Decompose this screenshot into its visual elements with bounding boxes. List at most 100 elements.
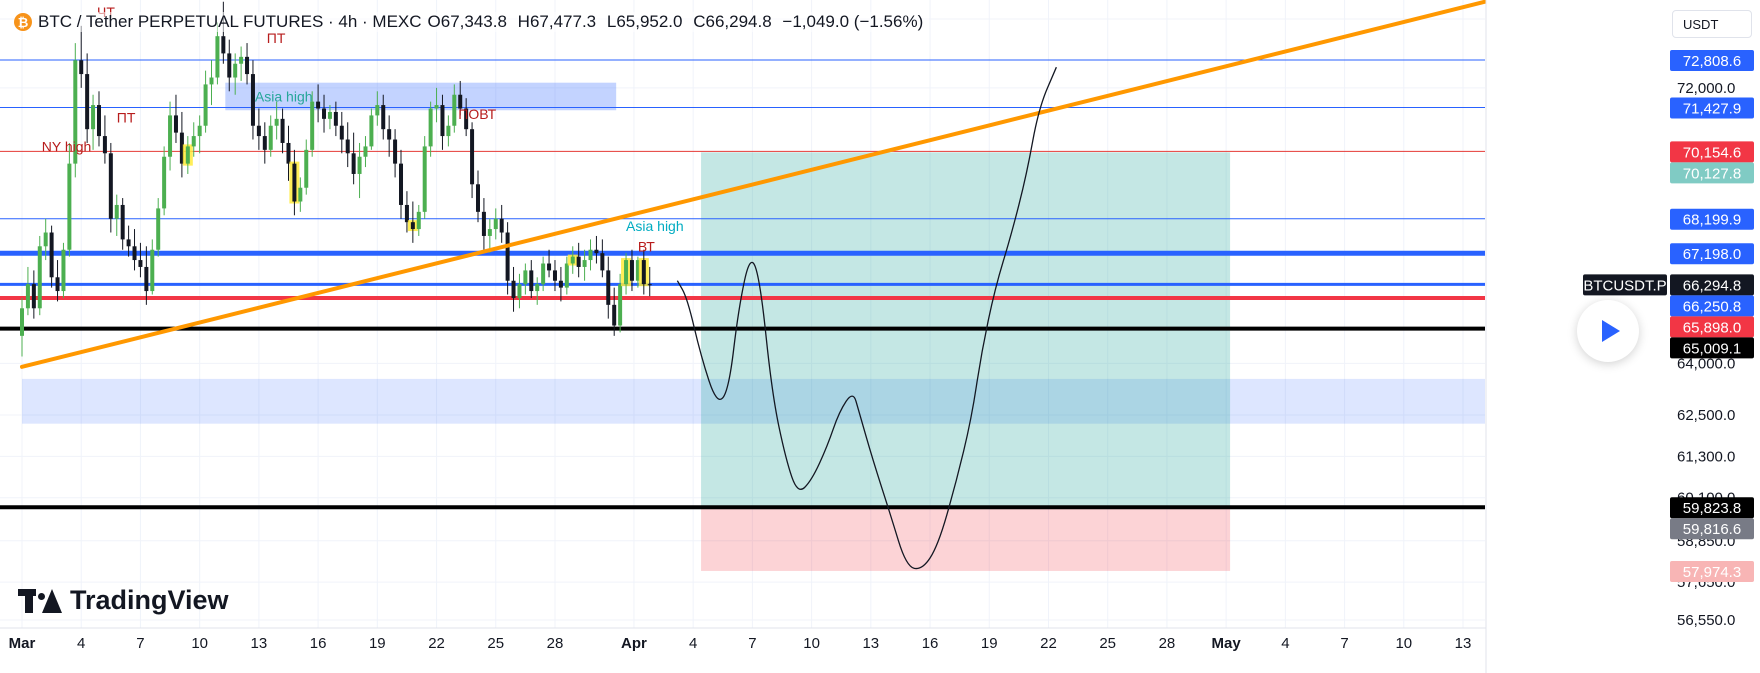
candle-body	[499, 218, 504, 233]
candle	[351, 132, 356, 185]
symbol-title[interactable]: BTC / Tether PERPETUAL FUTURES · 4h · ME…	[38, 12, 422, 31]
candle	[481, 198, 486, 250]
candle-body	[535, 284, 540, 292]
candle-body	[635, 260, 640, 281]
price-tag-box	[1670, 208, 1754, 230]
candle-body	[393, 139, 398, 164]
time-tick-label: 13	[1455, 635, 1472, 652]
candle-body	[256, 125, 261, 137]
time-tick-label: 7	[1340, 635, 1348, 652]
price-tick-label: 64,000.0	[1677, 355, 1735, 372]
candle-body	[179, 132, 184, 164]
candle-body	[126, 239, 131, 247]
candle-body	[475, 184, 480, 212]
candle-body	[316, 101, 321, 109]
candle	[245, 43, 250, 85]
candle	[517, 273, 522, 309]
price-projection[interactable]	[676, 66, 1057, 570]
candle-body	[20, 308, 24, 336]
candle	[621, 253, 632, 295]
price-tag: 67,198.0	[1670, 243, 1754, 265]
time-tick-label: 19	[369, 635, 386, 652]
candle	[173, 94, 178, 143]
candle	[162, 146, 167, 216]
candles	[20, 1, 652, 357]
time-tick-label: 16	[922, 635, 939, 652]
price-tag-box	[1670, 50, 1754, 71]
price-tag-box	[1670, 337, 1754, 359]
candle	[387, 115, 392, 157]
candle-body	[440, 105, 445, 137]
candle	[61, 242, 66, 298]
candle-body	[606, 270, 611, 305]
candle-body	[203, 84, 208, 126]
candle	[375, 91, 380, 126]
candle	[289, 149, 300, 216]
candle	[298, 177, 303, 212]
long-position-tool[interactable]	[701, 152, 1231, 571]
candle-body	[387, 129, 392, 140]
candle	[250, 60, 255, 140]
candle-body	[547, 263, 552, 271]
candle	[120, 198, 125, 250]
demand-zone	[22, 378, 1485, 424]
candle-body	[552, 270, 557, 281]
candle	[96, 91, 101, 147]
candle-body	[298, 187, 303, 202]
candle	[203, 70, 208, 133]
symbol-tag-label: BTCUSDT.P	[1583, 277, 1666, 294]
candle-body	[173, 115, 178, 133]
candle	[262, 122, 267, 164]
currency-selector[interactable]: USDT	[1672, 10, 1752, 38]
change-value: −1,049.0 (−1.56%)	[782, 12, 924, 31]
price-tag-label: 67,198.0	[1683, 246, 1741, 263]
tradingview-logo[interactable]: TradingView	[18, 585, 229, 616]
candle	[404, 191, 409, 233]
candle-body	[286, 142, 291, 164]
candle-body	[576, 256, 581, 267]
candle-body	[132, 246, 137, 261]
time-tick-label: 4	[689, 635, 697, 652]
candle	[114, 194, 119, 236]
candle	[567, 246, 578, 274]
price-tags: 72,808.6 71,427.9 70,154.6 70,127.8 68,199.9…	[1583, 50, 1754, 582]
candle-body	[322, 108, 327, 119]
play-icon[interactable]	[1577, 300, 1639, 362]
time-tick-label: 10	[803, 635, 820, 652]
candle	[458, 80, 463, 116]
candle-body	[37, 246, 42, 309]
candle-body	[452, 94, 457, 126]
candle-body	[487, 229, 492, 236]
price-tag-label: 72,808.6	[1683, 53, 1741, 70]
candle	[618, 273, 623, 333]
candle	[25, 266, 30, 316]
candle	[464, 98, 469, 137]
annotation-label: ПТ	[267, 30, 286, 46]
candle	[20, 297, 24, 357]
time-tick-label: 7	[748, 635, 756, 652]
time-tick-label: 28	[1159, 635, 1176, 652]
candle-body	[588, 249, 593, 261]
candle-body	[79, 60, 84, 75]
candle	[150, 239, 155, 295]
trendline[interactable]	[20, 0, 1526, 369]
price-tag-label: 59,823.8	[1683, 500, 1741, 517]
candle-body	[529, 270, 534, 292]
price-tag: 70,154.6	[1670, 141, 1754, 163]
candle	[547, 249, 552, 278]
candle	[582, 249, 587, 281]
candle	[588, 239, 593, 271]
price-tag-box	[1670, 243, 1754, 265]
price-tag-label: 57,974.3	[1683, 564, 1741, 581]
time-tick-label: 13	[251, 635, 268, 652]
candle	[505, 222, 510, 295]
candle	[407, 201, 418, 243]
candle-body	[624, 260, 629, 285]
candle	[434, 87, 439, 123]
candle-body	[399, 163, 404, 205]
candle-body	[481, 211, 486, 236]
candle	[108, 142, 113, 233]
candle	[239, 46, 244, 81]
